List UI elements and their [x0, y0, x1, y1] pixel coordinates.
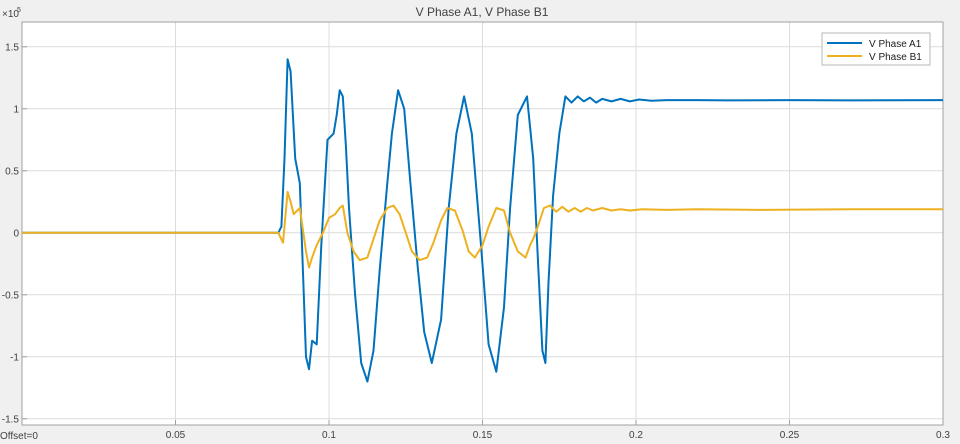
x-tick-label: 0.1 — [322, 430, 336, 441]
legend-box — [821, 32, 931, 66]
y-tick-label: 1 — [13, 104, 19, 115]
series-line-2 — [22, 190, 943, 269]
y-exponent-label: ×10 — [2, 9, 19, 20]
y-exponent-power: 5 — [17, 7, 21, 14]
offset-label: Offset=0 — [0, 431, 38, 442]
legend-label: V Phase B1 — [869, 52, 922, 63]
x-tick-label: 0.15 — [473, 430, 493, 441]
y-tick-label: 0.5 — [5, 166, 19, 177]
x-tick-label: 0.05 — [166, 430, 186, 441]
x-tick-label: 0.3 — [936, 430, 950, 441]
plot-area[interactable]: 0.05 0.1 0.15 0.2 0.25 0.3 -1.5 -1 -0.5 0 0.5 1 1.5 ×… — [2, 7, 951, 441]
x-tick-label: 0.25 — [780, 430, 800, 441]
chart-title: V Phase A1, V Phase B1 — [416, 5, 549, 19]
y-tick-label: -1 — [10, 352, 19, 363]
y-tick-label: 0 — [13, 228, 19, 239]
y-tick-label: 1.5 — [5, 42, 19, 53]
y-tick-label: -0.5 — [2, 290, 20, 301]
legend-label: V Phase A1 — [869, 39, 922, 50]
y-tick-label: -1.5 — [2, 414, 20, 425]
x-tick-label: 0.2 — [629, 430, 643, 441]
